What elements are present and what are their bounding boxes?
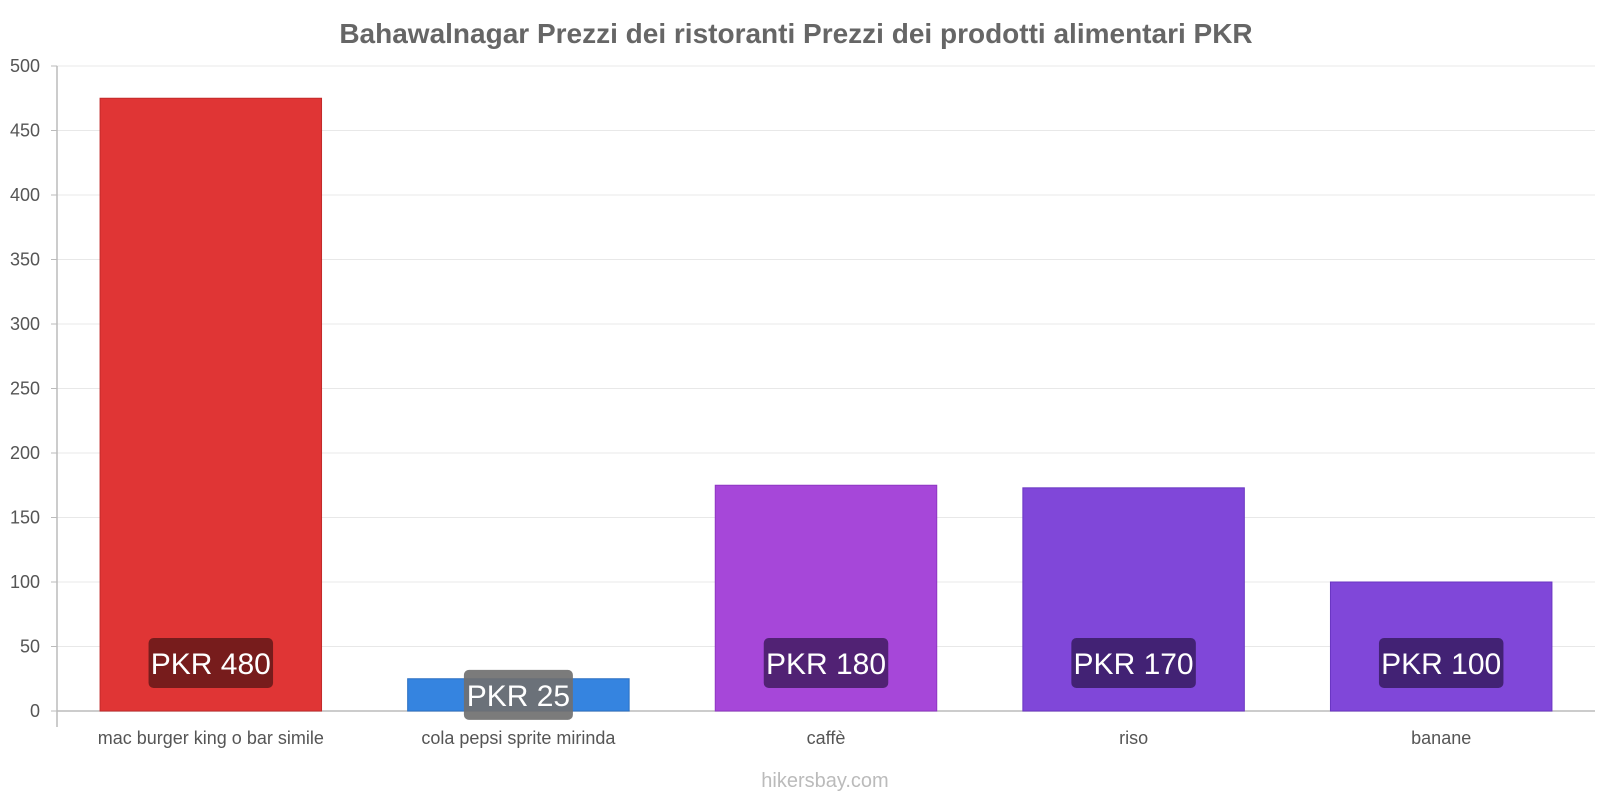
category-labels: mac burger king o bar simile cola pepsi s… bbox=[98, 728, 1471, 748]
y-tick-label: 450 bbox=[10, 121, 40, 141]
category-label: banane bbox=[1411, 728, 1471, 748]
y-tick-label: 150 bbox=[10, 508, 40, 528]
y-tick-label: 50 bbox=[20, 637, 40, 657]
y-tick-label: 400 bbox=[10, 185, 40, 205]
value-label: PKR 25 bbox=[467, 680, 570, 713]
value-label: PKR 480 bbox=[151, 648, 271, 681]
y-tick-labels: 0 50 100 150 200 250 300 350 400 450 500 bbox=[10, 56, 40, 721]
y-tick-label: 300 bbox=[10, 314, 40, 334]
y-tick-label: 250 bbox=[10, 379, 40, 399]
y-tick-label: 0 bbox=[30, 701, 40, 721]
bars bbox=[99, 97, 1553, 712]
value-label: PKR 180 bbox=[766, 648, 886, 681]
value-labels: PKR 480 PKR 25 PKR 180 PKR 170 PKR 100 bbox=[148, 638, 1504, 720]
value-label-box bbox=[763, 638, 889, 688]
value-label-box bbox=[148, 638, 274, 688]
category-label: riso bbox=[1119, 728, 1148, 748]
y-tick-label: 350 bbox=[10, 250, 40, 270]
y-tick-label: 200 bbox=[10, 443, 40, 463]
category-label: cola pepsi sprite mirinda bbox=[421, 728, 616, 748]
y-tick-label: 100 bbox=[10, 572, 40, 592]
value-label: PKR 170 bbox=[1074, 648, 1194, 681]
bar bbox=[99, 97, 323, 712]
category-label: mac burger king o bar simile bbox=[98, 728, 324, 748]
value-label: PKR 100 bbox=[1381, 648, 1501, 681]
y-tick-label: 500 bbox=[10, 56, 40, 76]
watermark-text: hikersbay.com bbox=[761, 770, 888, 792]
value-label-box bbox=[1378, 638, 1504, 688]
value-label-box bbox=[1071, 638, 1196, 688]
category-label: caffè bbox=[807, 728, 846, 748]
value-label-box bbox=[463, 669, 573, 720]
chart-title: Bahawalnagar Prezzi dei ristoranti Prezz… bbox=[339, 18, 1252, 49]
